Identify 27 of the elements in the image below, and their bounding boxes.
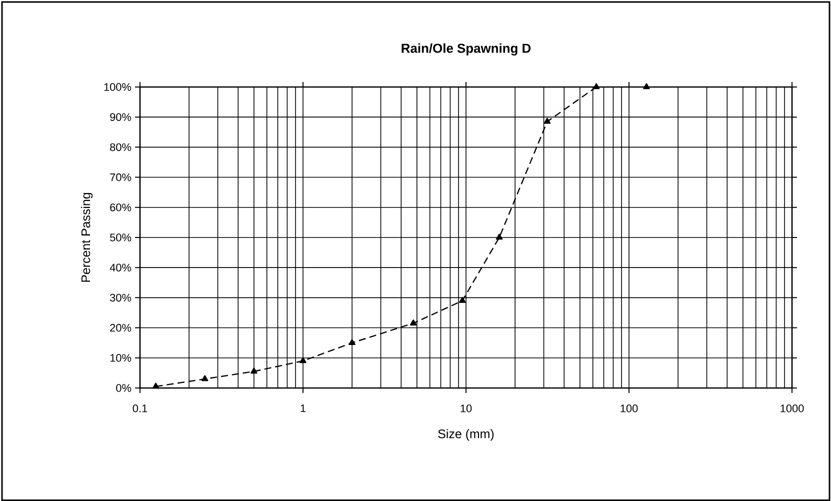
y-tick-label: 60%: [110, 204, 132, 212]
y-tick-label: 80%: [110, 143, 132, 152]
point: [300, 357, 306, 364]
y-axis-title: Percent Passing: [81, 192, 93, 282]
point: [496, 234, 503, 240]
point: [592, 83, 600, 90]
point: [250, 368, 258, 374]
y-tick-label: 90%: [110, 113, 132, 121]
y-tick-label: 10%: [110, 354, 132, 362]
y-tick-label: 50%: [110, 234, 132, 242]
point: [544, 118, 551, 124]
y-tick-label: 20%: [110, 324, 132, 332]
chart-title: Rain/Ole Spawning D: [402, 43, 531, 56]
x-tick-label: 1: [300, 404, 306, 412]
y-tick-label: 30%: [110, 294, 132, 302]
x-tick-label: 10: [460, 404, 472, 412]
y-tick-label: 70%: [110, 173, 132, 182]
x-axis-title: Size (mm): [438, 429, 494, 441]
point: [348, 339, 356, 346]
y-tick-label: 40%: [110, 264, 132, 272]
y-tick-label: 0%: [116, 384, 132, 392]
x-tick-label: 100: [620, 404, 638, 412]
x-tick-label: 1000: [780, 404, 804, 412]
point: [152, 382, 160, 389]
point: [202, 375, 208, 382]
x-tick-label: 0.1: [132, 404, 148, 412]
y-tick-label: 100%: [104, 83, 132, 91]
